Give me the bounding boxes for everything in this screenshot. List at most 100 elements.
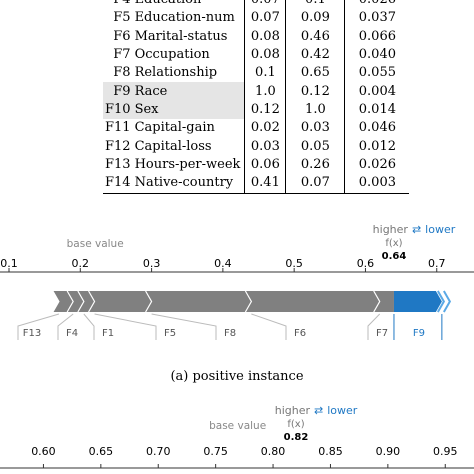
- segment-separator: [52, 290, 60, 313]
- legend-arrow-icon: ⇄: [314, 404, 323, 417]
- x-tick-label: 0.60: [31, 445, 56, 458]
- table-row: F7 Occupation 0.08 0.42 0.040: [103, 45, 409, 65]
- feature-name: Capital-loss: [132, 137, 246, 156]
- table-row: F12 Capital-loss 0.03 0.05 0.012: [103, 137, 409, 156]
- fx-label: f(x): [385, 238, 402, 249]
- value-col3: 0.026: [345, 0, 410, 9]
- value-col3: 0.014: [358, 101, 396, 117]
- x-tick-label: 0.5: [285, 257, 303, 270]
- value-col2: 0.26: [285, 155, 346, 174]
- feature-id: F9: [103, 82, 133, 101]
- table-row: F6 Marital-status 0.08 0.46 0.066: [103, 27, 409, 46]
- legend-arrow-icon: ⇄: [412, 223, 421, 236]
- value-col3: 0.037: [358, 10, 396, 26]
- feature-name: Capital-gain: [132, 119, 246, 138]
- table-row: F5 Education-num 0.07 0.09 0.037: [103, 9, 409, 28]
- segment-label: F7: [376, 328, 388, 339]
- table-row: F4Education0.070.10.026: [103, 0, 410, 10]
- segment-leader-line: [367, 313, 381, 340]
- segment-label-negative: F9: [413, 328, 425, 339]
- segment-leader-line: [17, 313, 60, 340]
- value-col2: 0.12: [285, 82, 346, 101]
- segment-separator: [88, 290, 96, 313]
- x-tick-label: 0.95: [433, 445, 458, 458]
- feature-name: Sex: [132, 100, 246, 120]
- base-value-label: base value: [209, 420, 266, 432]
- value-col3: 0.046: [358, 120, 396, 136]
- x-tick-label: 0.2: [72, 257, 90, 270]
- value-col3: 0.066: [358, 28, 396, 44]
- feature-name: Occupation: [132, 45, 246, 65]
- negative-chevron-icon: [443, 290, 452, 313]
- value-col3: 0.055: [358, 65, 396, 81]
- segment-label: F5: [164, 328, 176, 339]
- value-col1: 0.08: [244, 45, 287, 65]
- value-col1: 0.41: [244, 173, 287, 194]
- segment-leader-line: [94, 313, 157, 340]
- feature-table: F4Education0.070.10.026F5Education-num0.…: [103, 0, 410, 195]
- table-row: F9 Race 1.0 0.12 0.004: [103, 82, 409, 101]
- value-col2: 0.03: [285, 119, 346, 138]
- feature-name: Education: [132, 0, 246, 10]
- value-col2: 1.0: [285, 100, 346, 120]
- segment-label: F8: [224, 328, 236, 339]
- x-tick-label: 0.1: [0, 257, 18, 270]
- x-tick-label: 0.3: [143, 257, 161, 270]
- value-col1: 0.1: [244, 64, 287, 83]
- x-tick-label: 0.80: [261, 445, 286, 458]
- feature-name: Relationship: [132, 64, 246, 83]
- segment-separator: [66, 290, 74, 313]
- feature-id: F12: [105, 138, 131, 154]
- feature-name: Education-num: [132, 9, 246, 28]
- feature-name: Native-country: [132, 173, 246, 194]
- negative-force-bar: [393, 291, 442, 312]
- legend-higher: higher: [373, 223, 409, 236]
- caption-positive-instance: (a) positive instance: [170, 369, 304, 384]
- feature-table-body: F4Education0.070.10.026F5Education-num0.…: [103, 0, 409, 194]
- feature-id: F13: [105, 156, 131, 172]
- segment-separator: [77, 290, 85, 313]
- segment-leader-line: [151, 313, 217, 340]
- fx-label: f(x): [287, 419, 304, 430]
- segment-label: F1: [102, 328, 114, 339]
- value-col2: 0.65: [285, 64, 346, 83]
- x-tick-label: 0.7: [428, 257, 446, 270]
- value-col3: 0.004: [358, 83, 396, 99]
- x-tick-label: 0.75: [203, 445, 228, 458]
- x-tick-label: 0.85: [318, 445, 343, 458]
- x-tick-label: 0.6: [357, 257, 375, 270]
- legend-higher: higher: [275, 404, 311, 417]
- feature-id: F4: [103, 0, 133, 9]
- force-plot-negative: higher ⇄ lower f(x) 0.82 base value 0.60 0.65 0.…: [0, 404, 474, 469]
- value-col2: 0.46: [285, 27, 346, 46]
- feature-name: Hours-per-week: [132, 155, 246, 174]
- segment-leader-line: [57, 313, 74, 340]
- value-col1: 1.0: [244, 82, 287, 101]
- segment-separator: [373, 290, 381, 313]
- value-col3: 0.040: [358, 47, 396, 63]
- value-col1: 0.08: [244, 27, 287, 46]
- value-col2: 0.09: [285, 9, 346, 28]
- fx-value: 0.64: [382, 251, 407, 262]
- table-row: F8 Relationship 0.1 0.65 0.055: [103, 64, 409, 83]
- legend-lower: lower: [327, 404, 358, 417]
- value-col2: 0.1: [285, 0, 346, 10]
- x-tick-label: 0.70: [146, 445, 171, 458]
- x-tick-label: 0.90: [376, 445, 401, 458]
- value-col1: 0.12: [244, 100, 287, 120]
- base-value-label: base value: [67, 238, 124, 250]
- value-col2: 0.42: [285, 45, 346, 65]
- legend-lower: lower: [425, 223, 456, 236]
- segment-leader-line: [251, 313, 287, 340]
- fx-value: 0.82: [284, 432, 309, 443]
- value-col1: 0.07: [244, 0, 287, 10]
- table-row: F14 Native-country 0.41 0.07 0.003: [103, 173, 409, 194]
- value-col3: 0.003: [358, 175, 396, 191]
- feature-id: F11: [105, 120, 131, 136]
- feature-id: F6: [113, 28, 131, 44]
- segment-label: F4: [66, 328, 78, 339]
- feature-id: F5: [113, 10, 131, 26]
- value-col1: 0.07: [244, 9, 287, 28]
- positive-force-bar: [52, 291, 394, 312]
- feature-id: F7: [113, 47, 131, 63]
